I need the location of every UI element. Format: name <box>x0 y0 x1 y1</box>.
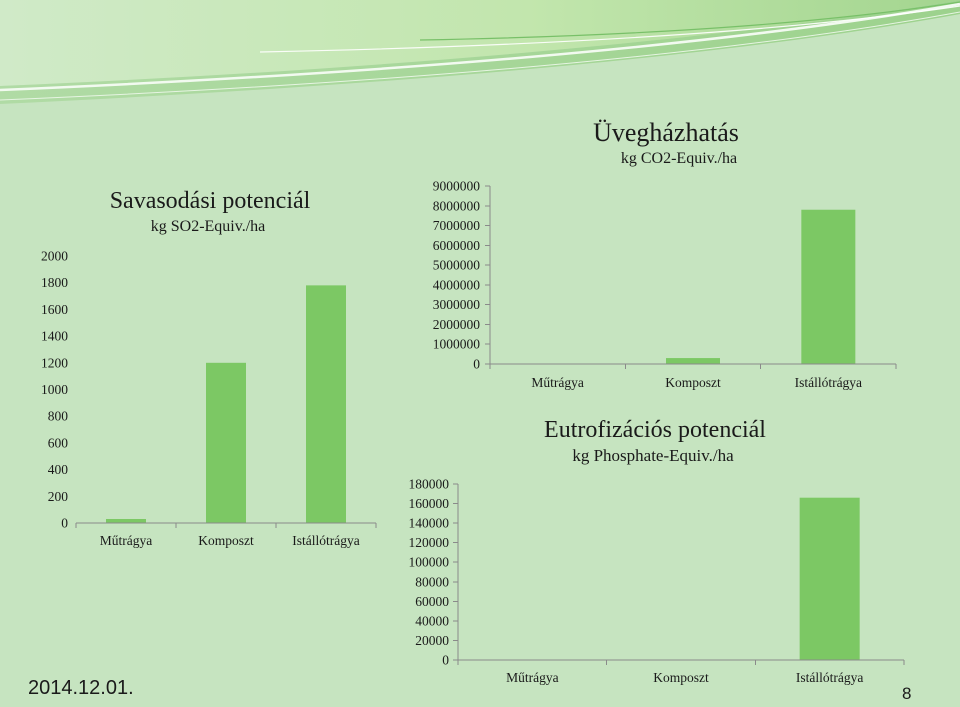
y-tick-label: 1200 <box>41 355 68 370</box>
bar-2 <box>666 358 720 364</box>
eutrophication-chart-title: Eutrofizációs potenciál <box>544 417 766 443</box>
y-tick-label: 1800 <box>41 275 68 290</box>
y-tick-label: 9000000 <box>433 179 481 194</box>
acidification-chart-subtitle: kg SO2-Equiv./ha <box>150 218 266 235</box>
x-tick-label: Műtrágya <box>100 533 152 548</box>
y-tick-label: 0 <box>473 357 480 372</box>
y-tick-label: 4000000 <box>433 277 481 292</box>
bar-1 <box>106 518 146 523</box>
acidification-chart-title: Savasodási potenciál <box>109 188 311 214</box>
x-tick-label: Komposzt <box>653 670 709 685</box>
y-tick-label: 0 <box>442 653 449 668</box>
y-tick-label: 5000000 <box>433 258 481 273</box>
y-tick-label: 180000 <box>409 477 450 492</box>
y-tick-label: 200 <box>48 489 69 504</box>
x-tick-label: Műtrágya <box>506 670 558 685</box>
bar-3 <box>306 285 346 523</box>
swoosh-white-thin-line <box>259 5 960 53</box>
eutrophication-chart-subtitle: kg Phosphate-Equiv./ha <box>572 446 734 465</box>
y-tick-label: 160000 <box>409 496 450 511</box>
y-tick-label: 100000 <box>409 555 450 570</box>
y-tick-label: 2000 <box>41 249 68 264</box>
x-tick-label: Istállótrágya <box>795 375 862 390</box>
swoosh-top-fill <box>0 0 960 86</box>
page-number: 8 <box>902 684 912 703</box>
x-tick-label: Komposzt <box>198 533 254 548</box>
x-tick-label: Istállótrágya <box>292 533 359 548</box>
y-tick-label: 2000000 <box>433 317 481 332</box>
y-tick-label: 1600 <box>41 302 68 317</box>
y-tick-label: 7000000 <box>433 218 481 233</box>
y-tick-label: 1000000 <box>433 337 481 352</box>
acidification-chart: 0 200 400 600 800 1000 1200 1400 1600 1800 2000 Műt… <box>41 249 377 548</box>
slide-date: 2014.12.01. <box>28 677 134 699</box>
eutrophication-chart: 0 20000 40000 60000 80000 100000 120000 140000 1… <box>409 477 905 685</box>
x-tick-label: Komposzt <box>665 375 721 390</box>
y-tick-label: 1000 <box>41 382 68 397</box>
y-tick-label: 80000 <box>415 574 449 589</box>
y-tick-label: 140000 <box>409 516 450 531</box>
bar-2 <box>206 362 246 523</box>
greenhouse-chart-subtitle: kg CO2-Equiv./ha <box>620 150 738 167</box>
y-tick-label: 40000 <box>415 613 449 628</box>
greenhouse-chart: 0 1000000 2000000 3000000 4000000 5000000 6000… <box>433 179 897 390</box>
y-tick-label: 400 <box>48 462 69 477</box>
y-tick-label: 1400 <box>41 329 68 344</box>
y-tick-label: 0 <box>61 516 68 531</box>
swoosh-white-line <box>0 2 960 92</box>
swoosh-dark-line <box>419 1 960 41</box>
y-tick-label: 8000000 <box>433 198 481 213</box>
bar-3 <box>801 209 856 364</box>
bar-3 <box>799 497 860 660</box>
y-tick-label: 600 <box>48 435 69 450</box>
y-tick-label: 20000 <box>415 633 449 648</box>
greenhouse-chart-title: Üvegházhatás <box>593 118 739 147</box>
x-tick-label: Műtrágya <box>531 375 583 390</box>
y-tick-label: 60000 <box>415 594 449 609</box>
header-swoosh <box>0 0 960 104</box>
swoosh-faint-line <box>0 11 960 101</box>
y-tick-label: 120000 <box>409 535 450 550</box>
y-tick-label: 3000000 <box>433 297 481 312</box>
y-tick-label: 800 <box>48 409 69 424</box>
y-tick-label: 6000000 <box>433 238 481 253</box>
x-tick-label: Istállótrágya <box>796 670 863 685</box>
